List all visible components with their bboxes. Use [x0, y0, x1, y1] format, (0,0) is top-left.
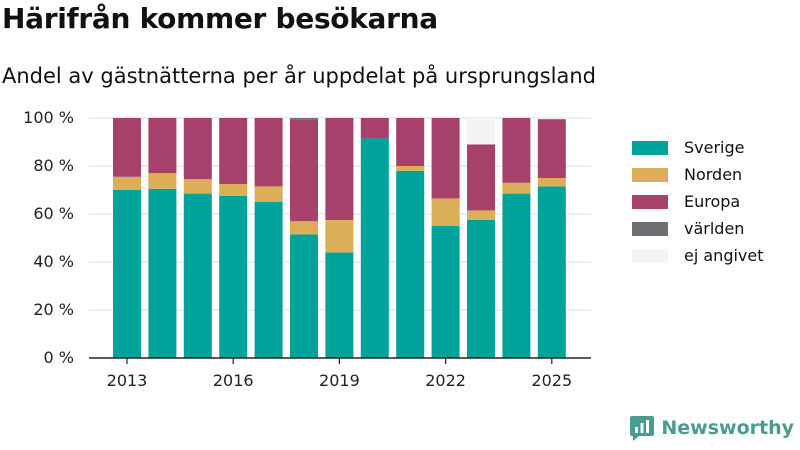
bar-segment	[113, 118, 141, 177]
bar-segment	[148, 173, 177, 189]
bar-segment	[360, 118, 389, 139]
bar-segment	[325, 220, 354, 253]
chart-subtitle: Andel av gästnätterna per år uppdelat på…	[2, 64, 596, 88]
chart-title: Härifrån kommer besökarna	[2, 2, 438, 35]
legend-item: ej angivet	[632, 242, 764, 269]
bar-segment	[219, 196, 248, 358]
bar-segment	[254, 118, 283, 187]
bar-segment	[396, 166, 425, 171]
legend-label: Sverige	[684, 138, 745, 157]
legend-item: Sverige	[632, 134, 764, 161]
bar-segment	[290, 119, 318, 222]
bar-segment	[183, 193, 212, 358]
bar-segment	[219, 118, 248, 184]
bar-segment	[467, 220, 495, 358]
legend-swatch	[632, 167, 668, 182]
legend-swatch	[632, 248, 668, 263]
legend-item: Europa	[632, 188, 764, 215]
legend-swatch	[632, 221, 668, 236]
bar-segment	[290, 234, 318, 358]
bar-segment	[183, 179, 212, 194]
bar-segment	[360, 138, 389, 358]
chart-legend: Sverige Norden Europa världen ej angivet	[632, 134, 764, 269]
newsworthy-logo-icon	[630, 416, 655, 441]
y-tick-label: 40 %	[33, 252, 74, 271]
y-tick-label: 80 %	[33, 156, 74, 175]
bar-segment	[537, 186, 566, 358]
legend-item: världen	[632, 215, 764, 242]
bar-segment	[467, 144, 495, 211]
bar-segment	[502, 182, 531, 194]
bar-segment	[290, 221, 318, 235]
brand-name: Newsworthy	[661, 417, 794, 439]
brand-logo: Newsworthy	[629, 414, 794, 442]
y-tick-label: 0 %	[44, 348, 74, 367]
bar-segment	[254, 202, 283, 358]
legend-label: Norden	[684, 165, 743, 184]
bar-segment	[467, 118, 495, 145]
bar-segment	[113, 176, 141, 190]
x-tick-label: 2019	[319, 371, 360, 390]
bar-segment	[325, 252, 354, 358]
bar-segment	[183, 118, 212, 180]
bar-segment	[219, 184, 248, 196]
bar-segment	[290, 118, 318, 120]
x-tick-label: 2025	[531, 371, 572, 390]
bar-segment	[502, 193, 531, 358]
bar-segment	[148, 188, 177, 358]
y-tick-label: 100 %	[23, 108, 74, 127]
bar-segment	[537, 119, 566, 178]
bar-segment	[148, 118, 177, 174]
legend-swatch	[632, 194, 668, 209]
bar-segment	[431, 198, 460, 226]
x-tick-label: 2016	[213, 371, 254, 390]
stacked-bar-chart: 0 % 20 % 40 % 60 % 80 % 100 % 2013 2016 2019 2022…	[23, 108, 591, 390]
legend-swatch	[632, 140, 668, 155]
bar-segment	[325, 118, 354, 220]
legend-label: världen	[684, 219, 745, 238]
bar-segment	[396, 170, 425, 358]
y-tick-label: 20 %	[33, 300, 74, 319]
bar-segment	[254, 186, 283, 202]
legend-label: ej angivet	[684, 246, 764, 265]
bar-segment	[396, 118, 425, 166]
bar-segment	[113, 190, 141, 358]
x-tick-label: 2013	[107, 371, 148, 390]
legend-item: Norden	[632, 161, 764, 188]
bar-segment	[467, 210, 495, 220]
y-tick-label: 60 %	[33, 204, 74, 223]
bar-segment	[431, 226, 460, 358]
bar-segment	[431, 118, 460, 199]
x-tick-label: 2022	[425, 371, 466, 390]
legend-label: Europa	[684, 192, 741, 211]
bar-segment	[537, 178, 566, 187]
bar-segment	[502, 118, 531, 183]
